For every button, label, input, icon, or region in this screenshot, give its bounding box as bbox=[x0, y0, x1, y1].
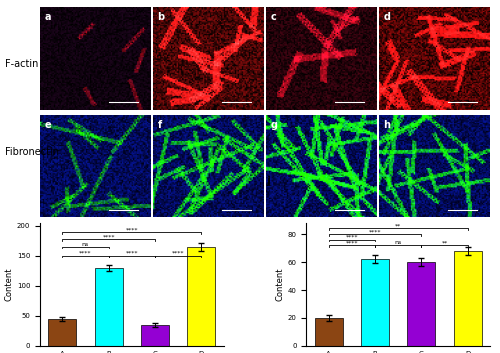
Text: ****: **** bbox=[79, 251, 92, 256]
Text: c: c bbox=[270, 12, 276, 22]
Bar bbox=[188, 247, 216, 346]
Bar bbox=[454, 251, 481, 346]
Text: ****: **** bbox=[102, 234, 115, 239]
Text: ****: **** bbox=[346, 235, 358, 240]
Text: a: a bbox=[44, 12, 51, 22]
Bar bbox=[314, 318, 342, 346]
Bar bbox=[408, 262, 436, 346]
Text: ns: ns bbox=[394, 240, 402, 245]
Text: ****: **** bbox=[368, 229, 381, 234]
Text: ****: **** bbox=[126, 227, 138, 232]
Text: d: d bbox=[384, 12, 390, 22]
Text: Fibronectin: Fibronectin bbox=[5, 147, 59, 157]
Text: F-actin: F-actin bbox=[5, 59, 38, 68]
Text: b: b bbox=[158, 12, 164, 22]
Text: **: ** bbox=[395, 223, 402, 228]
Bar bbox=[48, 319, 76, 346]
Text: j: j bbox=[266, 176, 270, 186]
Bar bbox=[141, 325, 169, 346]
Text: ns: ns bbox=[82, 242, 89, 247]
Y-axis label: Content: Content bbox=[5, 268, 14, 301]
Text: ****: **** bbox=[126, 251, 138, 256]
Text: e: e bbox=[44, 120, 51, 130]
Text: ****: **** bbox=[172, 251, 184, 256]
Text: h: h bbox=[384, 120, 390, 130]
Bar bbox=[361, 259, 389, 346]
Bar bbox=[94, 268, 122, 346]
Text: f: f bbox=[158, 120, 162, 130]
Text: **: ** bbox=[442, 240, 448, 245]
Text: g: g bbox=[270, 120, 278, 130]
Y-axis label: Content: Content bbox=[276, 268, 285, 301]
Text: ****: **** bbox=[346, 240, 358, 245]
